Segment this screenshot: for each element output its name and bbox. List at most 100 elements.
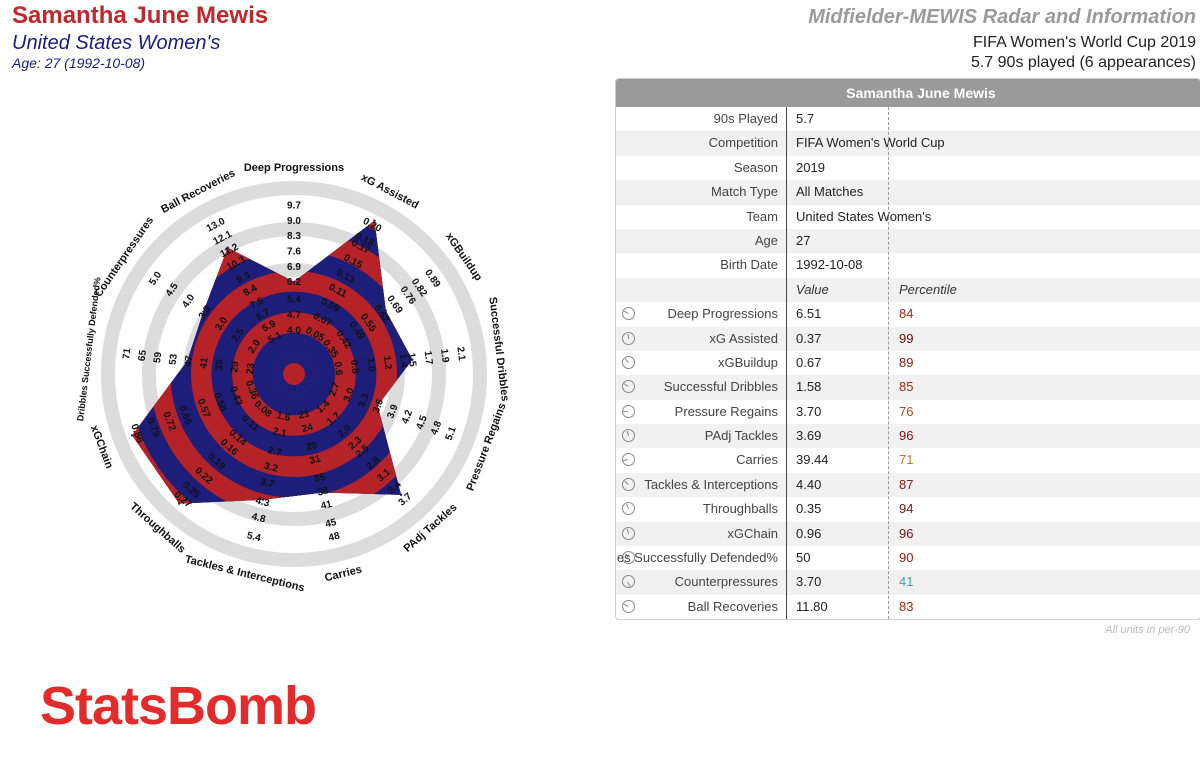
percentile-dial-icon (622, 502, 635, 516)
radar-vertex (292, 280, 296, 283)
radar-tick-label: 35 (313, 472, 327, 485)
radar-tick-label: 45 (324, 517, 338, 530)
value-column-header: Value (796, 281, 829, 297)
radar-tick-label: 71 (121, 347, 133, 360)
radar-tick-label: 1.0 (364, 357, 377, 373)
radar-tick-label: 59 (152, 351, 164, 364)
stat-percentile: 89 (899, 354, 914, 370)
radar-tick-label: 1.6 (275, 410, 292, 424)
radar-tick-label: 3.0 (342, 386, 357, 403)
info-table-body: 90s Played 5.7 Competition FIFA Women's Wor… (616, 107, 1200, 619)
radar-tick-label: 4.8 (250, 511, 267, 525)
info-row: 90s Played 5.7 (616, 107, 1200, 131)
radar-tick-label: 41 (320, 499, 334, 512)
info-row: Birth Date 1992-10-08 (616, 253, 1200, 277)
percentile-dial-icon (622, 429, 635, 443)
stat-value: 4.40 (796, 476, 822, 492)
info-table-header: Samantha June Mewis (616, 79, 1200, 107)
percentile-dial-icon (622, 355, 635, 369)
radar-tick-label: 4.5 (415, 414, 430, 431)
statsbomb-logo: StatsBomb (40, 676, 317, 736)
percentile-dial-icon (622, 307, 635, 321)
stat-percentile: 71 (899, 452, 914, 468)
info-row: Competition FIFA Women's World Cup (616, 131, 1200, 156)
outer-ring (142, 222, 446, 526)
radar-tick-label: 5.0 (147, 269, 164, 287)
percentile-dial-icon (622, 331, 635, 345)
radar-tick-label: 9.7 (287, 201, 301, 212)
stat-percentile: 99 (899, 330, 914, 346)
percentile-dial-icon (622, 380, 635, 394)
radar-tick-label: 1.2 (381, 355, 394, 371)
radar-vertex (177, 502, 181, 505)
radar-title: Midfielder-MEWIS Radar and Information (808, 6, 1196, 28)
radar-tick-label: 41 (198, 357, 210, 370)
radar-tick-label: 6.2 (287, 277, 301, 288)
stat-value: 0.96 (796, 525, 822, 541)
radar-tick-label: 1.5 (405, 352, 418, 368)
radar-tick-label: 5.1 (444, 425, 459, 442)
radar-tick-label: 1.7 (422, 350, 435, 366)
info-row: Match Type All Matches (616, 180, 1200, 205)
team-name: United States Women's (12, 32, 221, 54)
stat-row: Pressure Regains 3.70 76 (616, 400, 1200, 424)
stat-label: Dribbles Successfully Defended% (616, 550, 778, 566)
stat-value: 1.58 (796, 379, 822, 395)
player-name: Samantha June Mewis (12, 2, 269, 29)
stat-percentile: 84 (899, 306, 914, 322)
radar-tick-label: 6.9 (287, 262, 301, 273)
stat-value: 0.35 (796, 501, 822, 517)
info-value: 5.7 (796, 111, 815, 126)
radar-tick-label: 2.1 (454, 346, 467, 362)
radar-vertex (384, 309, 387, 312)
radar-vertex (202, 310, 205, 313)
stat-label: Successful Dribbles (663, 379, 778, 395)
stat-row: xGBuildup 0.67 89 (616, 351, 1200, 375)
percentile-column-header: Percentile (899, 281, 957, 297)
stat-value: 3.70 (796, 574, 822, 590)
radar-tick-label: 38 (316, 485, 330, 498)
stat-row: xG Assisted 0.37 99 (616, 326, 1200, 351)
stat-value: 0.67 (796, 354, 822, 370)
stat-label: xG Assisted (709, 330, 778, 346)
radar-tick-label: 0.6 (332, 361, 345, 377)
radar-tick-label: 4.0 (287, 325, 301, 336)
percentile-dial-icon (622, 526, 635, 540)
radar-tick-label: 21 (297, 408, 311, 421)
stat-value: 0.37 (796, 330, 822, 346)
radar-vertex (376, 404, 379, 407)
stat-label: Deep Progressions (667, 306, 778, 322)
info-table-title: Samantha June Mewis (846, 85, 996, 101)
info-row: Team United States Women's (616, 205, 1200, 229)
stat-row: PAdj Tackles 3.69 96 (616, 424, 1200, 449)
radar-tick-label: 29 (229, 360, 241, 373)
stat-row: Ball Recoveries 11.80 83 (616, 595, 1200, 619)
radar-tick-label: 48 (328, 530, 342, 543)
radar-tick-label: 2.7 (327, 381, 342, 398)
stat-value: 11.80 (796, 598, 828, 614)
info-label: Match Type (711, 184, 778, 200)
stat-row: Counterpressures 3.70 41 (616, 570, 1200, 595)
info-value: 1992-10-08 (796, 257, 863, 273)
info-table: Samantha June Mewis 90s Played 5.7 Competi… (615, 78, 1200, 621)
radar-vertex (186, 359, 189, 363)
stat-row: Successful Dribbles 1.58 85 (616, 375, 1200, 400)
radar-axis-label: Successful Dribbles (486, 296, 511, 402)
stat-percentile: 94 (899, 501, 914, 517)
stat-label: Ball Recoveries (687, 598, 778, 614)
stat-row: Deep Progressions 6.51 84 (616, 302, 1200, 326)
stat-label: Pressure Regains (674, 403, 778, 419)
radar-tick-label: 4.3 (254, 495, 271, 509)
stat-value: 50 (796, 550, 811, 566)
stat-percentile: 90 (899, 550, 914, 566)
stat-row: Tackles & Interceptions 4.40 87 (616, 472, 1200, 498)
radar-tick-label: 23 (245, 362, 257, 375)
percentile-dial-icon (622, 551, 635, 565)
stat-value: 6.51 (796, 306, 822, 322)
stat-label: Carries (736, 452, 778, 468)
radar-tick-label: 3.3 (356, 392, 371, 409)
radar-axis-label: Deep Progressions (244, 162, 344, 174)
percentile-dial-icon (622, 575, 635, 589)
radar-tick-label: 1.4 (397, 353, 410, 369)
stat-value: 3.69 (796, 428, 822, 444)
